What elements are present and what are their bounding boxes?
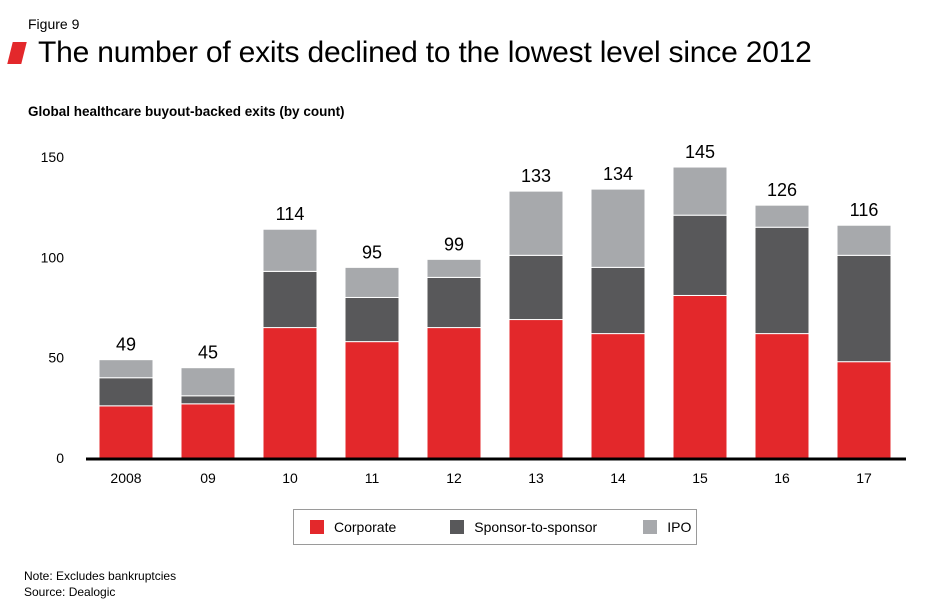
- bar-sponsor-to-sponsor-12: [426, 276, 482, 329]
- bar-corporate-16: [754, 333, 810, 459]
- x-axis-labels: 2008 09 10 11 12 13 14 15 16 17: [110, 470, 872, 486]
- bar-sponsor-to-sponsor-14: [590, 266, 646, 335]
- total-label-09: 45: [198, 343, 218, 363]
- bar-sponsor-to-sponsor-15: [672, 214, 728, 296]
- bar-corporate-12: [426, 327, 482, 459]
- total-label-11: 95: [362, 242, 382, 262]
- legend-label-corporate: Corporate: [334, 519, 397, 535]
- source-note: Source: Dealogic: [24, 585, 116, 599]
- y-tick-label-100: 100: [41, 249, 65, 265]
- y-axis: 0 50 100 150: [41, 149, 65, 466]
- bar-ipo-2008: [98, 359, 154, 379]
- legend-item-sponsor-to-sponsor: Sponsor-to-sponsor: [450, 519, 597, 535]
- figure-label: Figure 9: [28, 16, 80, 32]
- total-label-15: 145: [685, 142, 715, 162]
- bar-ipo-12: [426, 258, 482, 278]
- bar-ipo-16: [754, 204, 810, 228]
- x-tick-label-2008: 2008: [110, 470, 141, 486]
- x-tick-label-10: 10: [282, 470, 298, 486]
- total-labels: 49 45 114 95 99 133 134 145 126 116: [116, 142, 878, 363]
- bar-ipo-11: [344, 266, 400, 298]
- bar-ipo-09: [180, 367, 236, 397]
- chart-title: The number of exits declined to the lowe…: [38, 36, 812, 69]
- bar-sponsor-to-sponsor-10: [262, 270, 318, 329]
- x-tick-label-14: 14: [610, 470, 626, 486]
- y-tick-label-50: 50: [48, 350, 64, 366]
- chart-subtitle: Global healthcare buyout-backed exits (b…: [28, 104, 345, 119]
- bar-sponsor-to-sponsor-17: [836, 254, 892, 363]
- total-label-13: 133: [521, 166, 551, 186]
- legend-item-corporate: Corporate: [310, 519, 396, 535]
- total-label-2008: 49: [116, 335, 136, 355]
- total-label-10: 114: [276, 204, 305, 224]
- bar-corporate-13: [508, 319, 564, 459]
- bar-ipo-15: [672, 166, 728, 216]
- bar-chart: 0 50 100 150 49 45 114 95 99 133 134 145 126 116 200…: [41, 142, 906, 486]
- bar-sponsor-to-sponsor-09: [180, 395, 236, 405]
- legend-swatch-corporate: [310, 520, 324, 534]
- bar-sponsor-to-sponsor-13: [508, 254, 564, 321]
- total-label-12: 99: [444, 234, 464, 254]
- bar-corporate-14: [590, 333, 646, 459]
- x-tick-label-13: 13: [528, 470, 544, 486]
- bar-corporate-15: [672, 294, 728, 459]
- legend-label-sponsor-to-sponsor: Sponsor-to-sponsor: [474, 519, 598, 535]
- bars: [98, 166, 892, 459]
- bar-sponsor-to-sponsor-2008: [98, 377, 154, 407]
- title-accent-mark: [7, 42, 27, 64]
- total-label-17: 116: [850, 200, 879, 220]
- x-tick-label-11: 11: [365, 470, 380, 486]
- bar-sponsor-to-sponsor-11: [344, 296, 400, 343]
- bar-corporate-10: [262, 327, 318, 459]
- x-tick-label-17: 17: [856, 470, 872, 486]
- bar-corporate-2008: [98, 405, 154, 459]
- bar-corporate-11: [344, 341, 400, 459]
- bar-corporate-17: [836, 361, 892, 459]
- total-label-14: 134: [603, 164, 633, 184]
- legend: Corporate Sponsor-to-sponsor IPO: [293, 509, 697, 545]
- legend-swatch-ipo: [643, 520, 658, 534]
- bar-ipo-10: [262, 228, 318, 272]
- total-label-16: 126: [767, 180, 797, 200]
- bar-ipo-14: [590, 188, 646, 268]
- legend-item-ipo: IPO: [643, 519, 691, 535]
- bar-sponsor-to-sponsor-16: [754, 226, 810, 335]
- bar-corporate-09: [180, 403, 236, 459]
- bar-ipo-13: [508, 190, 564, 256]
- bar-ipo-17: [836, 224, 892, 256]
- footnote: Note: Excludes bankruptcies: [24, 569, 177, 583]
- legend-label-ipo: IPO: [667, 519, 692, 535]
- legend-swatch-sponsor-to-sponsor: [450, 520, 465, 534]
- x-tick-label-12: 12: [446, 470, 462, 486]
- x-tick-label-09: 09: [200, 470, 216, 486]
- x-tick-label-16: 16: [774, 470, 790, 486]
- x-tick-label-15: 15: [692, 470, 708, 486]
- y-tick-label-0: 0: [56, 450, 64, 466]
- y-tick-label-150: 150: [41, 149, 65, 165]
